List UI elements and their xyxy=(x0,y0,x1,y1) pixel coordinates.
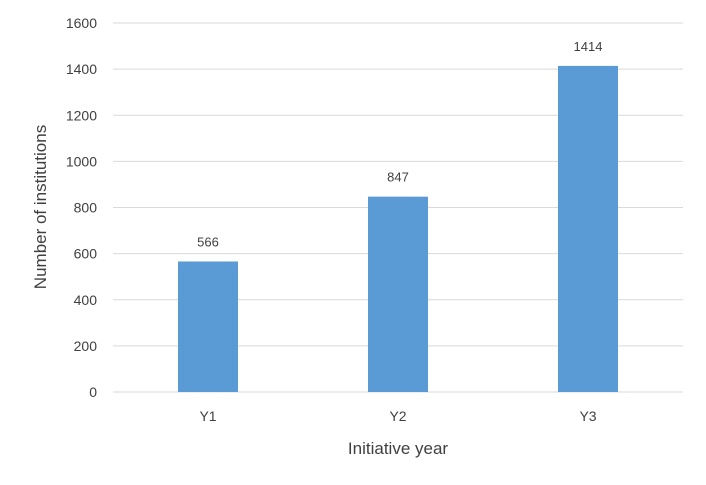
y-axis-ticks: 0 200 400 600 800 1000 1200 1400 1600 xyxy=(66,15,97,400)
y-tick-label: 0 xyxy=(89,384,97,400)
y-axis-title: Number of institutions xyxy=(31,125,50,289)
y-tick-label: 400 xyxy=(74,292,98,308)
y-tick-label: 200 xyxy=(74,338,98,354)
data-label-y2: 847 xyxy=(387,170,409,185)
x-tick-label-y1: Y1 xyxy=(199,408,216,424)
y-tick-label: 1000 xyxy=(66,153,97,169)
bar-y1 xyxy=(178,261,238,392)
bars: 566 847 1414 xyxy=(178,39,618,393)
y-tick-label: 1200 xyxy=(66,107,97,123)
data-label-y3: 1414 xyxy=(574,39,603,54)
bar-y2 xyxy=(368,196,428,392)
x-axis-ticks: Y1 Y2 Y3 xyxy=(199,408,596,424)
y-tick-label: 800 xyxy=(74,200,98,216)
y-tick-label: 1600 xyxy=(66,15,97,31)
x-tick-label-y2: Y2 xyxy=(389,408,406,424)
data-label-y1: 566 xyxy=(197,234,219,249)
y-tick-label: 600 xyxy=(74,246,98,262)
y-tick-label: 1400 xyxy=(66,61,97,77)
x-axis-title: Initiative year xyxy=(348,439,448,458)
x-tick-label-y3: Y3 xyxy=(579,408,596,424)
bar-y3 xyxy=(558,65,618,393)
